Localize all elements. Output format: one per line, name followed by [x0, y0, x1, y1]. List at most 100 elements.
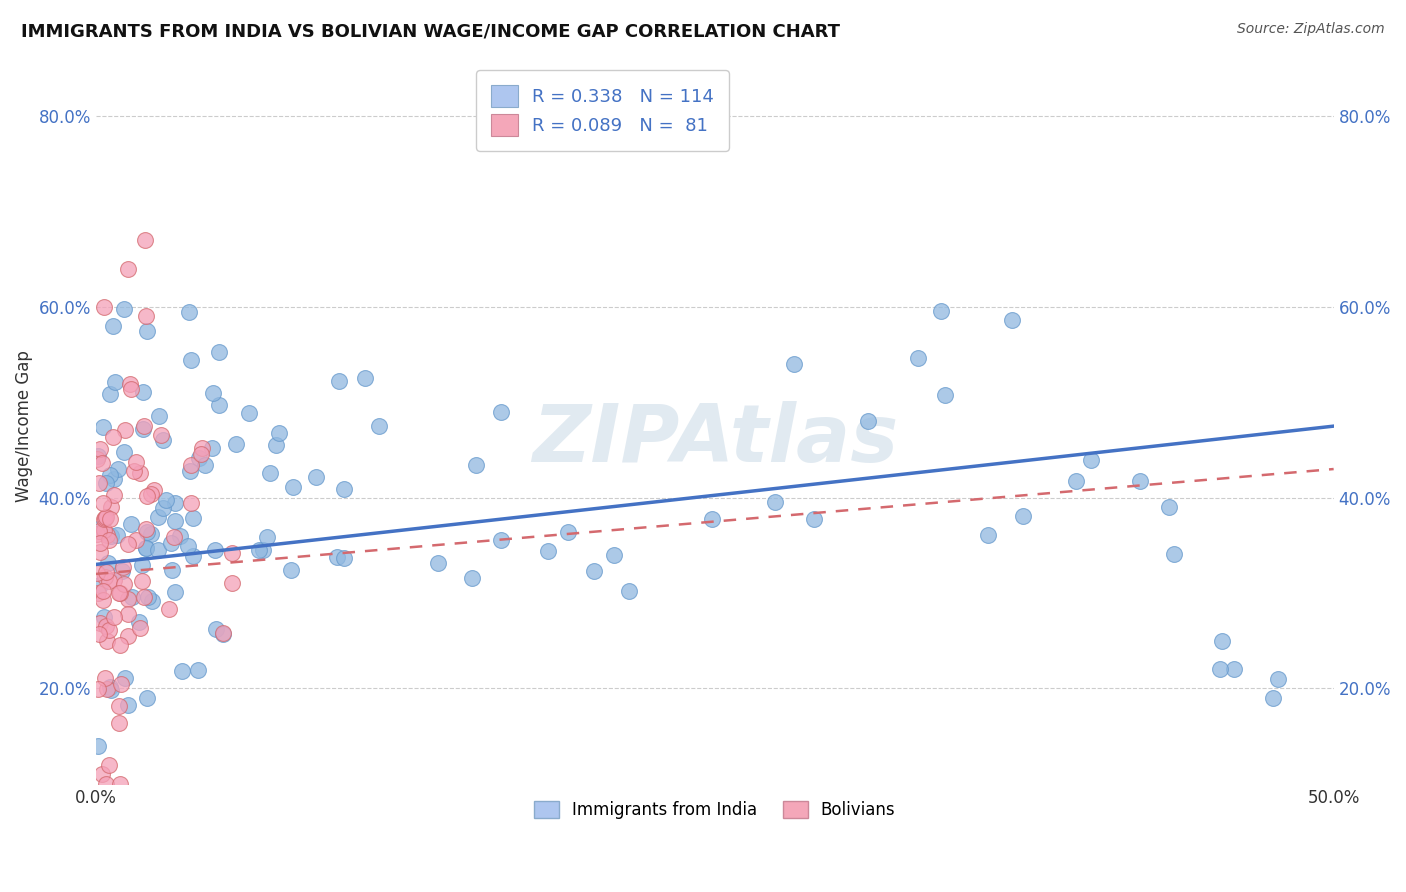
Point	[103, 488, 125, 502]
Point	[141, 594, 163, 608]
Point	[221, 546, 243, 560]
Point	[180, 458, 202, 472]
Y-axis label: Wage/Income Gap: Wage/Income Gap	[15, 351, 32, 502]
Point	[104, 375, 127, 389]
Point	[1211, 633, 1233, 648]
Point	[148, 409, 170, 424]
Point	[426, 556, 449, 570]
Point	[169, 529, 191, 543]
Point	[225, 437, 247, 451]
Point	[150, 427, 173, 442]
Point	[132, 422, 155, 436]
Point	[135, 525, 157, 540]
Point	[100, 468, 122, 483]
Point	[86, 566, 108, 581]
Point	[148, 509, 170, 524]
Point	[87, 522, 110, 536]
Point	[305, 470, 328, 484]
Point	[117, 629, 139, 643]
Point	[96, 634, 118, 648]
Point	[98, 511, 121, 525]
Point	[96, 682, 118, 697]
Point	[91, 593, 114, 607]
Point	[120, 516, 142, 531]
Point	[98, 680, 121, 694]
Point	[163, 584, 186, 599]
Point	[537, 544, 560, 558]
Point	[108, 585, 131, 599]
Point	[87, 475, 110, 490]
Point	[180, 495, 202, 509]
Point	[152, 501, 174, 516]
Point	[1080, 453, 1102, 467]
Point	[172, 665, 194, 679]
Point	[121, 590, 143, 604]
Point	[281, 480, 304, 494]
Point	[208, 398, 231, 412]
Point	[108, 639, 131, 653]
Point	[100, 529, 122, 543]
Point	[91, 456, 114, 470]
Point	[97, 624, 120, 638]
Point	[803, 512, 825, 526]
Point	[165, 514, 187, 528]
Point	[128, 615, 150, 630]
Point	[177, 539, 200, 553]
Point	[194, 458, 217, 472]
Point	[112, 560, 135, 574]
Point	[135, 324, 157, 338]
Point	[117, 592, 139, 607]
Point	[125, 455, 148, 469]
Point	[159, 535, 181, 549]
Point	[934, 388, 956, 402]
Point	[204, 542, 226, 557]
Point	[89, 442, 111, 457]
Point	[87, 586, 110, 600]
Point	[583, 564, 606, 578]
Point	[94, 510, 117, 524]
Point	[87, 739, 110, 753]
Point	[353, 370, 375, 384]
Point	[97, 574, 120, 589]
Point	[141, 527, 163, 541]
Point	[103, 610, 125, 624]
Point	[87, 524, 110, 538]
Point	[93, 523, 115, 537]
Point	[135, 541, 157, 555]
Point	[87, 627, 110, 641]
Point	[101, 319, 124, 334]
Point	[190, 447, 212, 461]
Point	[1261, 690, 1284, 705]
Point	[91, 583, 114, 598]
Point	[177, 305, 200, 319]
Point	[191, 441, 214, 455]
Point	[162, 563, 184, 577]
Point	[489, 405, 512, 419]
Point	[86, 526, 108, 541]
Text: Source: ZipAtlas.com: Source: ZipAtlas.com	[1237, 22, 1385, 37]
Point	[152, 434, 174, 448]
Point	[333, 482, 356, 496]
Point	[976, 527, 998, 541]
Point	[93, 609, 115, 624]
Point	[91, 495, 114, 509]
Point	[132, 385, 155, 400]
Point	[1223, 662, 1246, 676]
Point	[148, 542, 170, 557]
Point	[100, 682, 122, 697]
Point	[1159, 500, 1181, 514]
Point	[204, 622, 226, 636]
Point	[489, 533, 512, 548]
Point	[135, 522, 157, 536]
Point	[131, 558, 153, 572]
Point	[783, 357, 806, 371]
Point	[557, 525, 579, 540]
Point	[141, 487, 163, 501]
Point	[120, 382, 142, 396]
Point	[93, 671, 115, 685]
Point	[103, 472, 125, 486]
Point	[134, 233, 156, 247]
Point	[107, 699, 129, 714]
Point	[96, 619, 118, 633]
Point	[702, 512, 724, 526]
